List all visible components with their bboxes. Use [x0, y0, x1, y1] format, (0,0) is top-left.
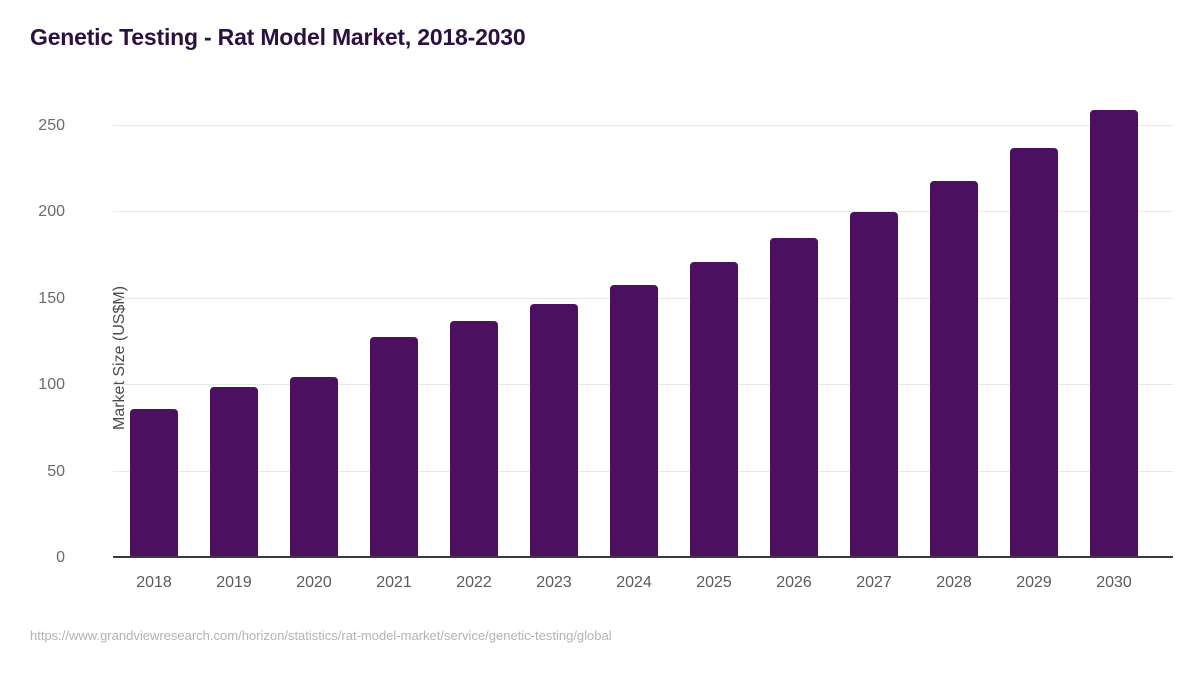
gridline	[113, 124, 1173, 126]
x-axis-tick-label: 2030	[1096, 574, 1132, 591]
plot-area: Market Size (US$M) 0 50 100 150 200 250 2018 2…	[38, 100, 1173, 591]
x-axis-tick-label: 2028	[936, 574, 972, 591]
y-axis-tick-label: 0	[56, 549, 65, 566]
page-title: Genetic Testing - Rat Model Market, 2018…	[30, 24, 526, 50]
y-axis-tick-label: 150	[38, 289, 65, 307]
bar[interactable]	[530, 303, 578, 558]
x-axis-tick-label: 2027	[856, 574, 892, 591]
bar[interactable]	[1090, 110, 1138, 558]
bar[interactable]	[290, 376, 338, 558]
bar[interactable]	[930, 181, 978, 558]
x-axis-tick-label: 2018	[136, 574, 172, 591]
x-axis-tick-label: 2021	[376, 574, 412, 591]
x-axis-line	[113, 556, 1173, 558]
bar[interactable]	[450, 321, 498, 558]
x-axis-tick-label: 2024	[616, 574, 652, 591]
y-axis-tick-label: 250	[38, 116, 65, 134]
y-axis-title: Market Size (US$M)	[111, 285, 128, 430]
x-axis-tick-label: 2029	[1016, 574, 1052, 591]
bar[interactable]	[770, 238, 818, 558]
x-axis-tick-label: 2019	[216, 574, 252, 591]
bar[interactable]	[130, 409, 178, 558]
bar[interactable]	[210, 386, 258, 558]
gridline	[113, 211, 1173, 213]
bar[interactable]	[1010, 148, 1058, 558]
bar[interactable]	[610, 284, 658, 558]
y-axis-tick-label: 50	[47, 462, 65, 480]
x-axis-tick-label: 2022	[456, 574, 492, 591]
y-axis-tick-label: 200	[38, 203, 65, 221]
bar[interactable]	[690, 262, 738, 558]
bar[interactable]	[370, 336, 418, 558]
bar[interactable]	[850, 212, 898, 558]
x-axis-tick-label: 2020	[296, 574, 332, 591]
x-axis-tick-label: 2026	[776, 574, 812, 591]
x-axis-tick-label: 2025	[696, 574, 732, 591]
y-axis-tick-label: 100	[38, 376, 65, 394]
x-axis-tick-label: 2023	[536, 574, 572, 591]
source-url[interactable]: https://www.grandviewresearch.com/horizo…	[30, 628, 612, 643]
